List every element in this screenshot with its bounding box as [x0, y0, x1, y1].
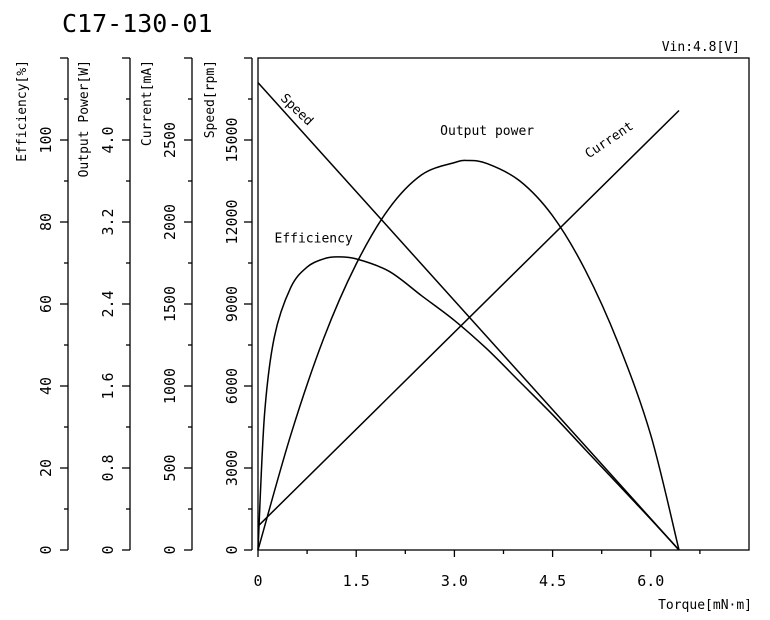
series-line-output-power [257, 159, 680, 551]
y-tick-label: 6000 [223, 368, 241, 404]
x-tick-label: 4.5 [539, 572, 566, 590]
y-tick-label: 100 [37, 126, 55, 153]
y-tick-label: 2500 [161, 122, 179, 158]
y-axis-current: 0 500 1000 1500 2000 2500 Current[mA] [140, 57, 193, 555]
series-line-current [257, 109, 680, 527]
y-tick-label: 500 [161, 454, 179, 481]
y-axis-label-efficiency: Efficiency[%] [15, 60, 30, 162]
y-tick-label: 0 [99, 545, 117, 554]
series-line-efficiency [257, 256, 680, 551]
y-tick-label: 9000 [223, 286, 241, 322]
y-axis-label-speed: Speed[rpm] [203, 60, 218, 138]
y-tick-label: 3.2 [99, 208, 117, 235]
x-tick-label: 0 [253, 572, 262, 590]
x-tick-label: 1.5 [343, 572, 370, 590]
x-tick-label: 3.0 [441, 572, 468, 590]
x-axis-label: Torque[mN·m] [658, 598, 752, 613]
y-tick-label: 1.6 [99, 372, 117, 399]
x-tick-label: 6.0 [637, 572, 664, 590]
y-axis-power: 0 0.8 1.6 2.4 3.2 4.0 Output Power[W] [77, 57, 131, 555]
y-tick-label: 2000 [161, 204, 179, 240]
y-tick-label: 80 [37, 213, 55, 231]
series-label-output-power: Output power [440, 124, 534, 139]
y-tick-label: 4.0 [99, 126, 117, 153]
y-tick-label: 1500 [161, 286, 179, 322]
y-tick-label: 3000 [223, 450, 241, 486]
y-tick-label: 0.8 [99, 454, 117, 481]
y-axis-label-power: Output Power[W] [77, 60, 92, 177]
y-axis-speed: 0 3000 6000 9000 12000 15000 Speed[rpm] [203, 57, 253, 555]
y-tick-label: 0 [161, 545, 179, 554]
y-tick-label: 15000 [223, 117, 241, 162]
y-tick-label: 1000 [161, 368, 179, 404]
x-axis: 0 1.5 3.0 4.5 6.0 [253, 550, 701, 590]
y-tick-label: 12000 [223, 199, 241, 244]
voltage-annotation: Vin:4.8[V] [662, 40, 740, 55]
y-tick-label: 0 [37, 545, 55, 554]
y-tick-label: 20 [37, 459, 55, 477]
y-axis-label-current: Current[mA] [140, 60, 155, 146]
y-tick-label: 60 [37, 295, 55, 313]
y-tick-label: 0 [223, 545, 241, 554]
series-label-current: Current [583, 119, 637, 162]
y-tick-label: 40 [37, 377, 55, 395]
series-line-speed [257, 82, 680, 551]
y-tick-label: 2.4 [99, 290, 117, 317]
y-axes: 0 20 40 60 80 100 Efficiency[%] 0 0.8 1.6 2.4 3.2 4.… [15, 57, 253, 555]
chart-title: C17-130-01 [62, 9, 213, 38]
series-label-efficiency: Efficiency [275, 232, 353, 247]
y-axis-efficiency: 0 20 40 60 80 100 Efficiency[%] [15, 57, 69, 555]
